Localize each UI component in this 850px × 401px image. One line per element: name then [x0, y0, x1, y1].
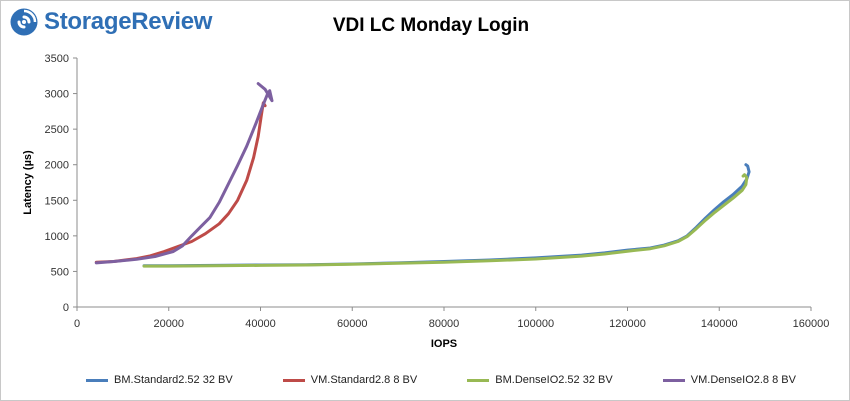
x-axis-label: IOPS: [431, 338, 457, 350]
brand-logo: StorageReview: [9, 7, 212, 37]
legend-swatch: [86, 378, 109, 382]
legend-label: BM.DenseIO2.52 32 BV: [495, 374, 613, 386]
y-tick-label: 3500: [45, 53, 69, 65]
y-tick-label: 3000: [45, 89, 69, 101]
legend-item-2: VM.Standard2.8 8 BV: [282, 374, 418, 386]
x-tick-label: 20000: [153, 318, 184, 330]
y-tick-label: 500: [51, 266, 69, 278]
x-tick-label: 140000: [701, 318, 738, 330]
y-tick-label: 2000: [45, 160, 69, 172]
legend-item-3: BM.DenseIO2.52 32 BV: [467, 374, 613, 386]
y-tick-label: 1500: [45, 195, 69, 207]
y-axis-label: Latency (µs): [22, 150, 34, 215]
x-tick-label: 100000: [517, 318, 554, 330]
storagereview-logo-icon: [10, 8, 38, 36]
series-line-1: [142, 163, 751, 268]
series-line-3: [142, 173, 749, 268]
chart-title: VDI LC Monday Login: [332, 15, 530, 36]
chart-legend: BM.Standard2.52 32 BV VM.Standard2.8 8 BV…: [61, 374, 821, 386]
x-tick-label: 160000: [793, 318, 830, 330]
x-tick-label: 120000: [609, 318, 646, 330]
x-tick-label: 80000: [429, 318, 460, 330]
y-tick-label: 0: [63, 302, 69, 314]
legend-swatch: [282, 378, 305, 382]
series-line-2: [94, 101, 267, 264]
legend-swatch: [467, 378, 490, 382]
x-tick-label: 60000: [337, 318, 368, 330]
legend-item-4: VM.DenseIO2.8 8 BV: [662, 374, 796, 386]
legend-label: BM.Standard2.52 32 BV: [114, 374, 233, 386]
series-line-4: [94, 82, 274, 265]
x-tick-label: 40000: [245, 318, 276, 330]
brand-name: StorageReview: [44, 8, 213, 35]
legend-item-1: BM.Standard2.52 32 BV: [86, 374, 233, 386]
y-tick-label: 2500: [45, 124, 69, 136]
legend-label: VM.Standard2.8 8 BV: [310, 374, 418, 386]
y-tick-label: 1000: [45, 231, 69, 243]
legend-swatch: [662, 378, 685, 382]
x-tick-label: 0: [74, 318, 80, 330]
legend-label: VM.DenseIO2.8 8 BV: [690, 374, 796, 386]
